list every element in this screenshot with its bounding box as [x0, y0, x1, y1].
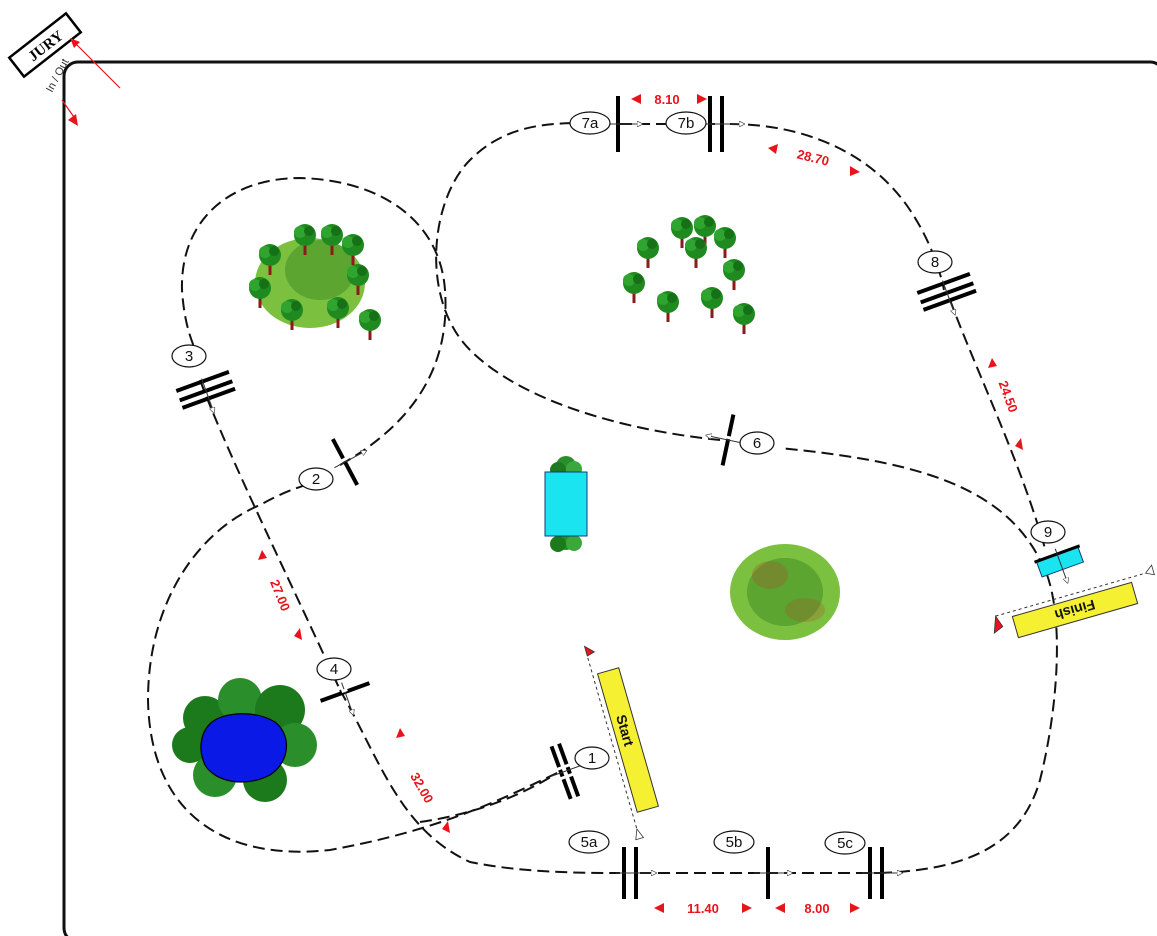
distance-7b-8: 28.70 [768, 144, 860, 176]
distance-7a-7b: 8.10 [631, 92, 707, 107]
obstacle-9[interactable] [1033, 541, 1090, 589]
svg-text:5b: 5b [726, 834, 743, 851]
obstacle-label-6: 6 [739, 431, 775, 455]
tree-cluster-top-center [623, 215, 755, 334]
svg-text:6: 6 [753, 435, 761, 452]
obstacle-3[interactable] [175, 369, 239, 420]
obstacle-7b[interactable] [702, 96, 742, 152]
obstacle-label-5b: 5b [713, 830, 755, 854]
svg-text:11.40: 11.40 [687, 901, 719, 916]
obstacle-label-5a: 5a [568, 830, 610, 854]
svg-text:8: 8 [931, 254, 939, 271]
obstacle-5a[interactable] [616, 847, 654, 899]
obstacle-5c[interactable] [862, 847, 900, 899]
obstacle-label-9: 9 [1030, 520, 1066, 544]
obstacle-5b[interactable] [754, 847, 790, 899]
tree-cluster-top-left [249, 224, 381, 340]
svg-text:1: 1 [588, 750, 596, 767]
svg-text:24.50: 24.50 [996, 379, 1021, 415]
track-route [146, 122, 1058, 874]
obstacle-label-2: 2 [298, 467, 334, 491]
distance-5a-5b: 11.40 [654, 901, 752, 916]
svg-text:8.10: 8.10 [654, 92, 679, 107]
svg-text:8.00: 8.00 [804, 901, 829, 916]
svg-text:2: 2 [312, 471, 320, 488]
finish-banner: Finish [993, 564, 1155, 639]
svg-text:3: 3 [185, 348, 193, 365]
obstacle-8[interactable] [916, 271, 980, 322]
obstacle-label-5c: 5c [824, 831, 866, 855]
obstacle-label-4: 4 [316, 657, 352, 681]
obstacle-2[interactable] [322, 429, 376, 491]
svg-text:7a: 7a [582, 115, 599, 132]
in-out-label: In / Out [44, 57, 72, 94]
distance-5b-5c: 8.00 [775, 901, 860, 916]
svg-text:5c: 5c [837, 835, 853, 852]
obstacle-label-7a: 7a [569, 111, 611, 135]
obstacle-7a[interactable] [606, 96, 640, 152]
jury-box: JURY [7, 11, 83, 79]
bush-center-right [730, 544, 840, 640]
svg-text:9: 9 [1044, 524, 1052, 541]
obstacle-labels: 1 2 3 4 5a 5b 5c 6 7a 7b 8 9 [171, 111, 1066, 855]
svg-text:7b: 7b [678, 115, 695, 132]
pond [172, 678, 317, 802]
start-banner: Start [583, 645, 660, 841]
svg-text:32.00: 32.00 [407, 770, 436, 806]
obstacle-label-7b: 7b [665, 111, 707, 135]
svg-text:4: 4 [330, 661, 338, 678]
svg-text:28.70: 28.70 [795, 146, 830, 168]
obstacle-6[interactable] [703, 410, 747, 468]
svg-text:5a: 5a [581, 834, 598, 851]
obstacle-label-1: 1 [574, 746, 610, 770]
obstacle-1[interactable] [542, 740, 589, 803]
obstacle-label-3: 3 [171, 344, 207, 368]
arena-border [62, 60, 1157, 936]
obstacle-4[interactable] [317, 674, 377, 722]
obstacle-label-8: 8 [917, 250, 953, 274]
distance-annotations: 8.10 28.70 24.50 27.00 32.00 11.40 [258, 92, 1023, 916]
water-obstacle-center [544, 456, 588, 552]
